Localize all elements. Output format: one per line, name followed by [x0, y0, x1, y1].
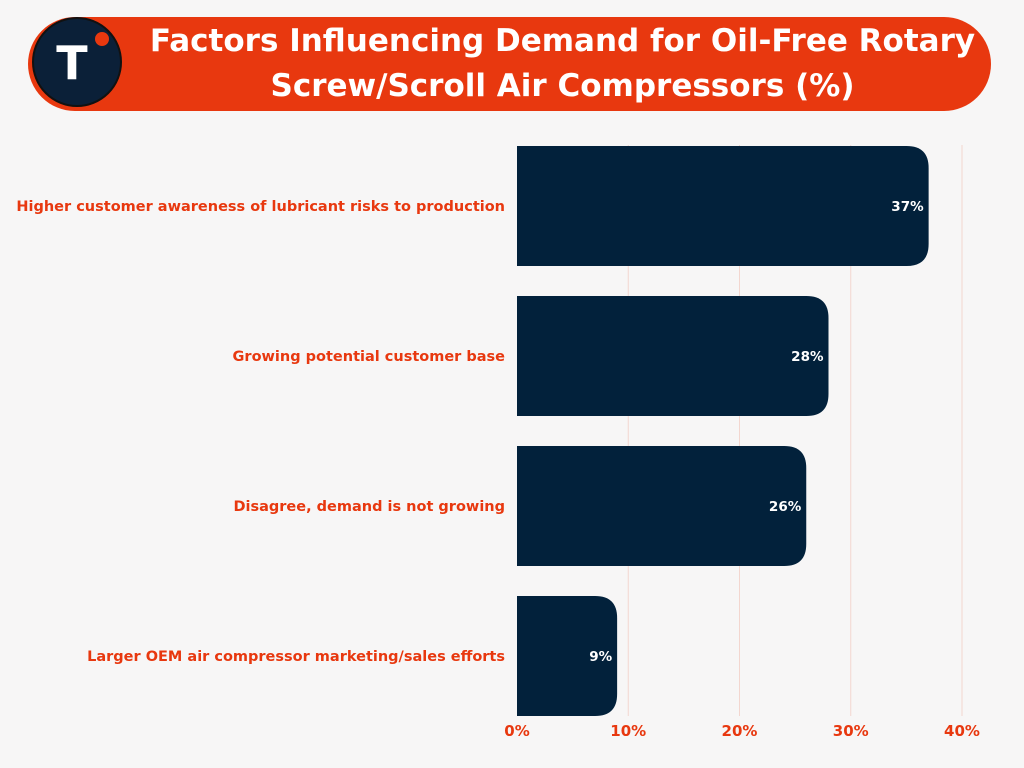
data-label: 9%: [589, 649, 612, 665]
x-tick-label: 40%: [944, 722, 980, 740]
category-label: Growing potential customer base: [233, 349, 506, 365]
category-label: Disagree, demand is not growing: [233, 499, 505, 515]
logo-letter: T: [56, 36, 88, 90]
chart-title: Factors Influencing Demand for Oil-Free …: [149, 23, 976, 104]
brand-logo: T: [32, 17, 122, 107]
x-tick-label: 20%: [722, 722, 758, 740]
x-tick-label: 10%: [610, 722, 646, 740]
title-banner: Factors Influencing Demand for Oil-Free …: [28, 17, 991, 111]
data-label: 37%: [891, 199, 924, 215]
bars: 37% 28% 26% 9%: [517, 146, 929, 716]
bar: [517, 146, 929, 266]
bar: [517, 446, 807, 566]
x-tick-label: 0%: [504, 722, 529, 740]
bar: [517, 596, 618, 716]
category-label: Higher customer awareness of lubricant r…: [16, 199, 505, 215]
logo-dot-icon: [95, 32, 109, 46]
category-labels: Higher customer awareness of lubricant r…: [16, 199, 505, 665]
data-label: 26%: [769, 499, 802, 515]
x-tick-label: 30%: [833, 722, 869, 740]
bar: [517, 296, 829, 416]
x-axis-ticks: 0% 10% 20% 30% 40%: [504, 722, 980, 740]
data-label: 28%: [791, 349, 824, 365]
category-label: Larger OEM air compressor marketing/sale…: [87, 649, 505, 665]
